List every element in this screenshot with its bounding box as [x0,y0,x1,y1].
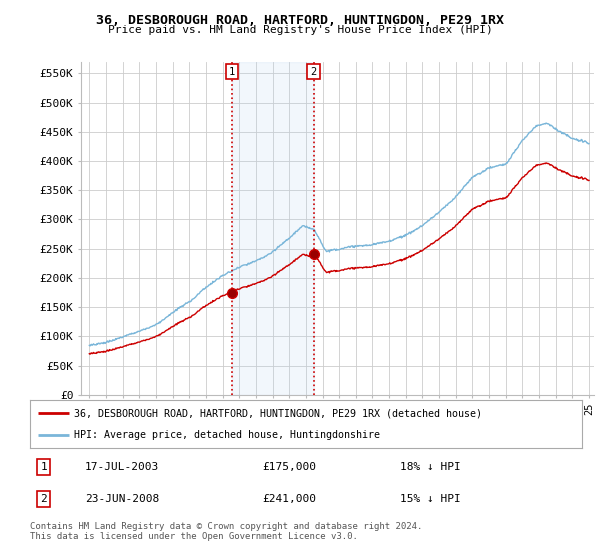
Text: 15% ↓ HPI: 15% ↓ HPI [400,494,461,504]
Text: 36, DESBOROUGH ROAD, HARTFORD, HUNTINGDON, PE29 1RX (detached house): 36, DESBOROUGH ROAD, HARTFORD, HUNTINGDO… [74,408,482,418]
Text: Price paid vs. HM Land Registry's House Price Index (HPI): Price paid vs. HM Land Registry's House … [107,25,493,35]
Text: £241,000: £241,000 [262,494,316,504]
Text: 1: 1 [40,462,47,472]
Text: 1: 1 [229,67,235,77]
Text: 2: 2 [40,494,47,504]
Text: 23-JUN-2008: 23-JUN-2008 [85,494,160,504]
Text: Contains HM Land Registry data © Crown copyright and database right 2024.
This d: Contains HM Land Registry data © Crown c… [30,522,422,542]
Text: 17-JUL-2003: 17-JUL-2003 [85,462,160,472]
Text: 18% ↓ HPI: 18% ↓ HPI [400,462,461,472]
Text: 2: 2 [310,67,317,77]
Bar [232,62,314,395]
Text: HPI: Average price, detached house, Huntingdonshire: HPI: Average price, detached house, Hunt… [74,430,380,440]
Text: 36, DESBOROUGH ROAD, HARTFORD, HUNTINGDON, PE29 1RX: 36, DESBOROUGH ROAD, HARTFORD, HUNTINGDO… [96,14,504,27]
Text: £175,000: £175,000 [262,462,316,472]
